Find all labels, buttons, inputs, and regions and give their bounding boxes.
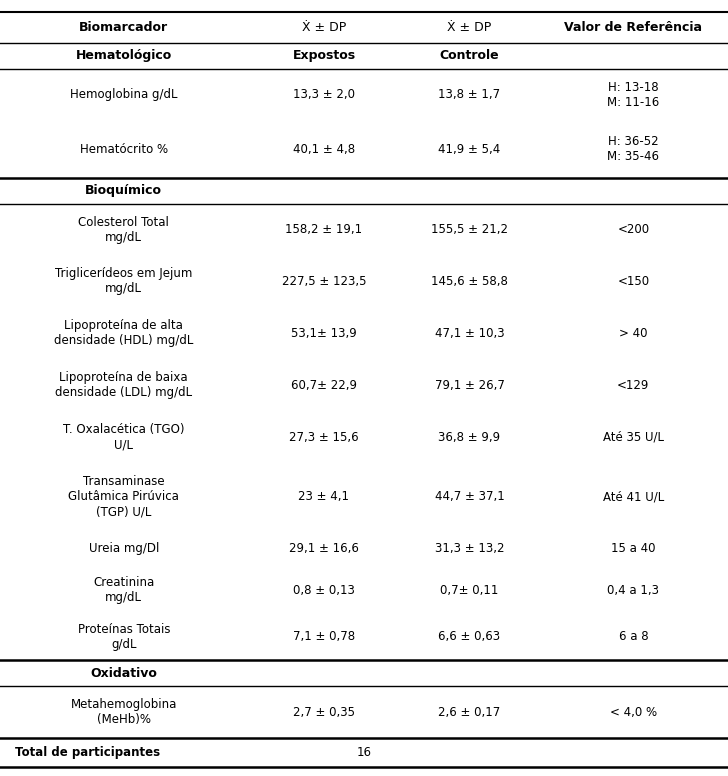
Text: 227,5 ± 123,5: 227,5 ± 123,5 — [282, 275, 366, 288]
Text: H: 36-52
M: 35-46: H: 36-52 M: 35-46 — [607, 135, 660, 163]
Text: Controle: Controle — [440, 49, 499, 62]
Text: 0,8 ± 0,13: 0,8 ± 0,13 — [293, 584, 355, 597]
Text: Lipoproteína de baixa
densidade (LDL) mg/dL: Lipoproteína de baixa densidade (LDL) mg… — [55, 371, 192, 400]
Text: 41,9 ± 5,4: 41,9 ± 5,4 — [438, 143, 501, 156]
Text: < 4,0 %: < 4,0 % — [610, 705, 657, 719]
Text: 13,8 ± 1,7: 13,8 ± 1,7 — [438, 88, 501, 101]
Text: <200: <200 — [617, 223, 649, 236]
Text: 15 a 40: 15 a 40 — [611, 542, 656, 556]
Text: 29,1 ± 16,6: 29,1 ± 16,6 — [289, 542, 359, 556]
Text: Colesterol Total
mg/dL: Colesterol Total mg/dL — [79, 216, 169, 244]
Text: 145,6 ± 58,8: 145,6 ± 58,8 — [431, 275, 508, 288]
Text: 6 a 8: 6 a 8 — [619, 630, 648, 643]
Text: Ẋ ± DP: Ẋ ± DP — [448, 21, 491, 33]
Text: 6,6 ± 0,63: 6,6 ± 0,63 — [438, 630, 501, 643]
Text: H: 13-18
M: 11-16: H: 13-18 M: 11-16 — [607, 81, 660, 109]
Text: Biomarcador: Biomarcador — [79, 21, 168, 33]
Text: Transaminase
Glutâmica Pirúvica
(TGP) U/L: Transaminase Glutâmica Pirúvica (TGP) U/… — [68, 476, 179, 518]
Text: 7,1 ± 0,78: 7,1 ± 0,78 — [293, 630, 355, 643]
Text: 27,3 ± 15,6: 27,3 ± 15,6 — [289, 431, 359, 444]
Text: Valor de Referência: Valor de Referência — [564, 21, 703, 33]
Text: <129: <129 — [617, 379, 649, 392]
Text: Lipoproteína de alta
densidade (HDL) mg/dL: Lipoproteína de alta densidade (HDL) mg/… — [54, 320, 194, 348]
Text: 60,7± 22,9: 60,7± 22,9 — [291, 379, 357, 392]
Text: Hematológico: Hematológico — [76, 49, 172, 62]
Text: 44,7 ± 37,1: 44,7 ± 37,1 — [435, 490, 505, 504]
Text: Oxidativo: Oxidativo — [90, 667, 157, 680]
Text: Triglicerídeos em Jejum
mg/dL: Triglicerídeos em Jejum mg/dL — [55, 268, 192, 296]
Text: 47,1 ± 10,3: 47,1 ± 10,3 — [435, 327, 505, 340]
Text: 2,6 ± 0,17: 2,6 ± 0,17 — [438, 705, 501, 719]
Text: <150: <150 — [617, 275, 649, 288]
Text: Hematócrito %: Hematócrito % — [79, 143, 168, 156]
Text: 79,1 ± 26,7: 79,1 ± 26,7 — [435, 379, 505, 392]
Text: 40,1 ± 4,8: 40,1 ± 4,8 — [293, 143, 355, 156]
Text: 16: 16 — [357, 746, 371, 759]
Text: Até 41 U/L: Até 41 U/L — [603, 490, 664, 504]
Text: Expostos: Expostos — [293, 49, 355, 62]
Text: > 40: > 40 — [619, 327, 648, 340]
Text: Total de participantes: Total de participantes — [15, 746, 159, 759]
Text: 23 ± 4,1: 23 ± 4,1 — [298, 490, 349, 504]
Text: 155,5 ± 21,2: 155,5 ± 21,2 — [431, 223, 508, 236]
Text: 2,7 ± 0,35: 2,7 ± 0,35 — [293, 705, 355, 719]
Text: Proteínas Totais
g/dL: Proteínas Totais g/dL — [77, 623, 170, 651]
Text: Hemoglobina g/dL: Hemoglobina g/dL — [70, 88, 178, 101]
Text: Ureia mg/Dl: Ureia mg/Dl — [89, 542, 159, 556]
Text: Bioquímico: Bioquímico — [85, 184, 162, 197]
Text: Ẋ ± DP: Ẋ ± DP — [302, 21, 346, 33]
Text: T. Oxalacética (TGO)
U/L: T. Oxalacética (TGO) U/L — [63, 423, 184, 451]
Text: Metahemoglobina
(MeHb)%: Metahemoglobina (MeHb)% — [71, 698, 177, 726]
Text: Creatinina
mg/dL: Creatinina mg/dL — [93, 577, 154, 605]
Text: Até 35 U/L: Até 35 U/L — [603, 431, 664, 444]
Text: 36,8 ± 9,9: 36,8 ± 9,9 — [438, 431, 501, 444]
Text: 13,3 ± 2,0: 13,3 ± 2,0 — [293, 88, 355, 101]
Text: 0,7± 0,11: 0,7± 0,11 — [440, 584, 499, 597]
Text: 0,4 a 1,3: 0,4 a 1,3 — [607, 584, 660, 597]
Text: 158,2 ± 19,1: 158,2 ± 19,1 — [285, 223, 363, 236]
Text: 31,3 ± 13,2: 31,3 ± 13,2 — [435, 542, 505, 556]
Text: 53,1± 13,9: 53,1± 13,9 — [291, 327, 357, 340]
